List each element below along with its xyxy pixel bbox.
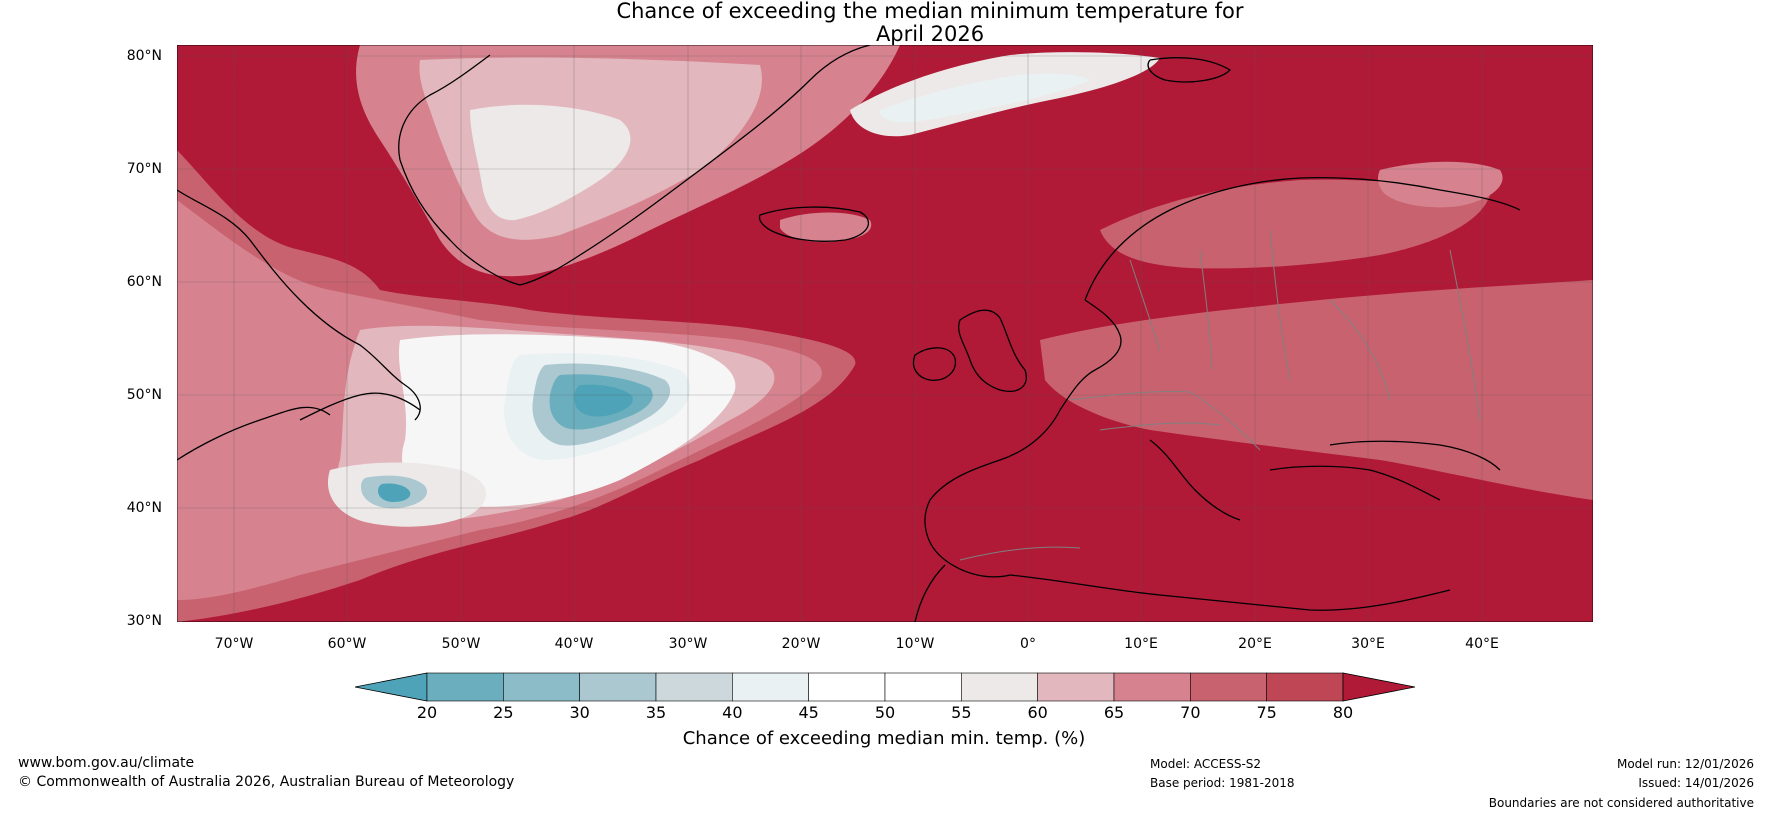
colorbar-segment [732, 672, 809, 702]
lon-label-30e: 30°E [1351, 636, 1385, 652]
footer-model-run: Model run: 12/01/2026 [1616, 757, 1754, 771]
lon-label-10w: 10°W [895, 636, 935, 652]
lon-label-30w: 30°W [668, 636, 708, 652]
prob-region-nw-80 [177, 45, 360, 110]
footer-disclaimer: Boundaries are not considered authoritat… [1488, 796, 1754, 810]
colorbar-tick-label: 45 [798, 703, 819, 722]
footer-model: Model: ACCESS-S2 [1150, 757, 1262, 771]
coastlines [177, 45, 1521, 622]
colorbar-tick-label: 25 [493, 703, 514, 722]
map-title: Chance of exceeding the median minimum t… [0, 0, 1770, 46]
lon-label-10e: 10°E [1124, 636, 1158, 652]
colorbar-segment [1190, 672, 1267, 702]
colorbar-tick-label: 65 [1103, 703, 1125, 722]
colorbar-tick-label: 30 [569, 703, 590, 722]
colorbar-label: Chance of exceeding median min. temp. (%… [682, 728, 1086, 749]
colorbar-tick-label: 60 [1027, 703, 1048, 722]
lon-label-40e: 40°E [1465, 636, 1499, 652]
colorbar-segment [961, 672, 1038, 702]
prob-region-europe-75 [1040, 280, 1593, 500]
footer-issued: Issued: 14/01/2026 [1638, 776, 1754, 790]
colorbar-segment [579, 672, 657, 702]
map-gridlines [177, 45, 1593, 622]
lon-label-40w: 40°W [554, 636, 594, 652]
prob-region-iceland-70 [780, 212, 872, 243]
footer-website[interactable]: www.bom.gov.au/climate [18, 755, 195, 771]
colorbar-segment [884, 672, 962, 702]
title-line-1: Chance of exceeding the median minimum t… [616, 0, 1244, 23]
colorbar-tick-label: 50 [874, 703, 896, 722]
colorbar-segment [426, 672, 504, 702]
prob-region-south-20 [378, 483, 411, 502]
colorbar-segment [1113, 672, 1191, 702]
footer-base-period: Base period: 1981-2018 [1150, 776, 1295, 790]
lon-label-20e: 20°E [1238, 636, 1272, 652]
prob-region-fram-45 [879, 73, 1090, 123]
prob-region-scandinavia-75 [1100, 179, 1490, 269]
colorbar-arrow-low [354, 672, 428, 702]
lon-label-70w: 70°W [214, 636, 254, 652]
lat-label-80n: 80°N [126, 48, 162, 64]
prob-region-greenland-55 [470, 104, 631, 221]
colorbar-tick-label: 70 [1180, 703, 1201, 722]
lon-label-20w: 20°W [781, 636, 821, 652]
lon-label-60w: 60°W [327, 636, 367, 652]
colorbar-tick-label: 75 [1256, 703, 1277, 722]
lat-label-50n: 50°N [126, 387, 162, 403]
lon-label-0: 0° [1020, 636, 1036, 652]
colorbar-tick-label: 80 [1332, 703, 1354, 722]
borders [959, 229, 1481, 561]
colorbar-segment [1037, 672, 1115, 702]
colorbar-tick-label: 55 [951, 703, 972, 722]
lon-label-50w: 50°W [441, 636, 481, 652]
lat-label-40n: 40°N [126, 500, 162, 516]
lat-label-60n: 60°N [126, 274, 162, 290]
colorbar-tick-label: 35 [645, 703, 667, 722]
prob-region-west-20 [574, 384, 633, 417]
lat-label-30n: 30°N [126, 613, 162, 629]
colorbar-segment [655, 672, 733, 702]
colorbar-tick-label: 40 [722, 703, 743, 722]
title-line-2: April 2026 [875, 22, 985, 46]
colorbar-segment [1266, 672, 1344, 702]
colorbar-tick-label: 20 [416, 703, 438, 722]
colorbar-arrow-high [1342, 672, 1416, 702]
colorbar-segment [503, 672, 580, 702]
colorbar-segment [808, 672, 886, 702]
lat-label-70n: 70°N [126, 161, 162, 177]
footer-copyright: © Commonwealth of Australia 2026, Austra… [18, 774, 515, 790]
